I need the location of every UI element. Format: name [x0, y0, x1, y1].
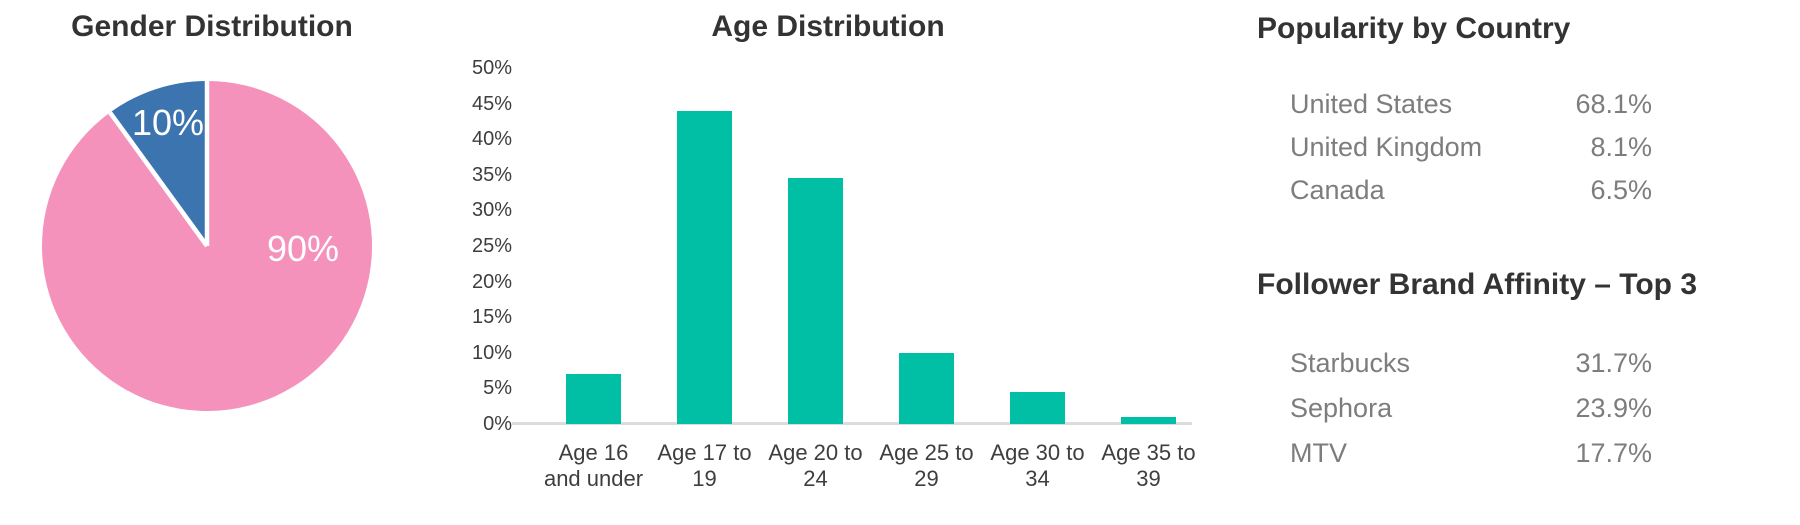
row-value: 68.1% [1575, 89, 1652, 119]
bar-4 [1010, 391, 1065, 424]
y-tick-label: 45% [471, 92, 512, 115]
x-axis-label: Age 17 to 19 [657, 440, 752, 491]
row-value: 23.9% [1575, 393, 1652, 423]
row-label: United Kingdom [1290, 132, 1483, 162]
y-tick-label: 10% [471, 341, 512, 364]
table-row: Starbucks 31.7% [1290, 345, 1652, 381]
slice-separator [108, 111, 209, 248]
x-axis-label: Age 16 and under [543, 440, 644, 491]
row-label: Sephora [1290, 393, 1393, 423]
row-label: Canada [1290, 175, 1385, 205]
bar-3 [899, 352, 954, 424]
x-axis-line [512, 422, 1192, 425]
bar-1 [677, 110, 732, 424]
bar-0 [566, 374, 621, 424]
table-row: Sephora 23.9% [1290, 390, 1652, 426]
row-value: 6.5% [1590, 175, 1652, 205]
table-row: United States 68.1% [1290, 86, 1652, 122]
row-label: United States [1290, 89, 1453, 119]
x-axis-label: Age 35 to 39 [1101, 440, 1196, 491]
x-axis-label: Age 30 to 34 [990, 440, 1085, 491]
age-distribution-title: Age Distribution [711, 10, 945, 43]
y-tick-label: 40% [471, 128, 512, 151]
y-tick-label: 35% [471, 163, 512, 186]
gender-distribution-title: Gender Distribution [71, 10, 353, 43]
popularity-by-country-title: Popularity by Country [1257, 12, 1571, 45]
brand-affinity-title: Follower Brand Affinity – Top 3 [1257, 268, 1698, 301]
y-tick-label: 5% [483, 377, 512, 400]
row-value: 8.1% [1590, 132, 1652, 162]
y-tick-label: 30% [471, 199, 512, 222]
row-label: Starbucks [1290, 348, 1411, 378]
table-row: United Kingdom 8.1% [1290, 129, 1652, 165]
gender-pie-chart: 90% 10% [42, 81, 373, 411]
y-tick-label: 15% [471, 306, 512, 329]
table-row: Canada 6.5% [1290, 172, 1652, 208]
y-tick-label: 25% [471, 235, 512, 257]
bar-5 [1121, 416, 1176, 424]
row-label: MTV [1290, 438, 1347, 468]
pie-slice-label: 90% [267, 228, 339, 269]
row-value: 17.7% [1575, 438, 1652, 468]
row-value: 31.7% [1575, 348, 1652, 378]
pie-slice-10% [110, 81, 207, 246]
x-axis-label: Age 20 to 24 [768, 440, 863, 491]
y-tick-label: 50% [471, 57, 512, 79]
table-row: MTV 17.7% [1290, 435, 1652, 471]
x-axis-label: Age 25 to 29 [879, 440, 974, 491]
y-tick-label: 20% [471, 270, 512, 293]
pie-slice-label: 10% [132, 102, 204, 143]
y-tick-label: 0% [483, 413, 512, 435]
bar-2 [788, 178, 843, 424]
